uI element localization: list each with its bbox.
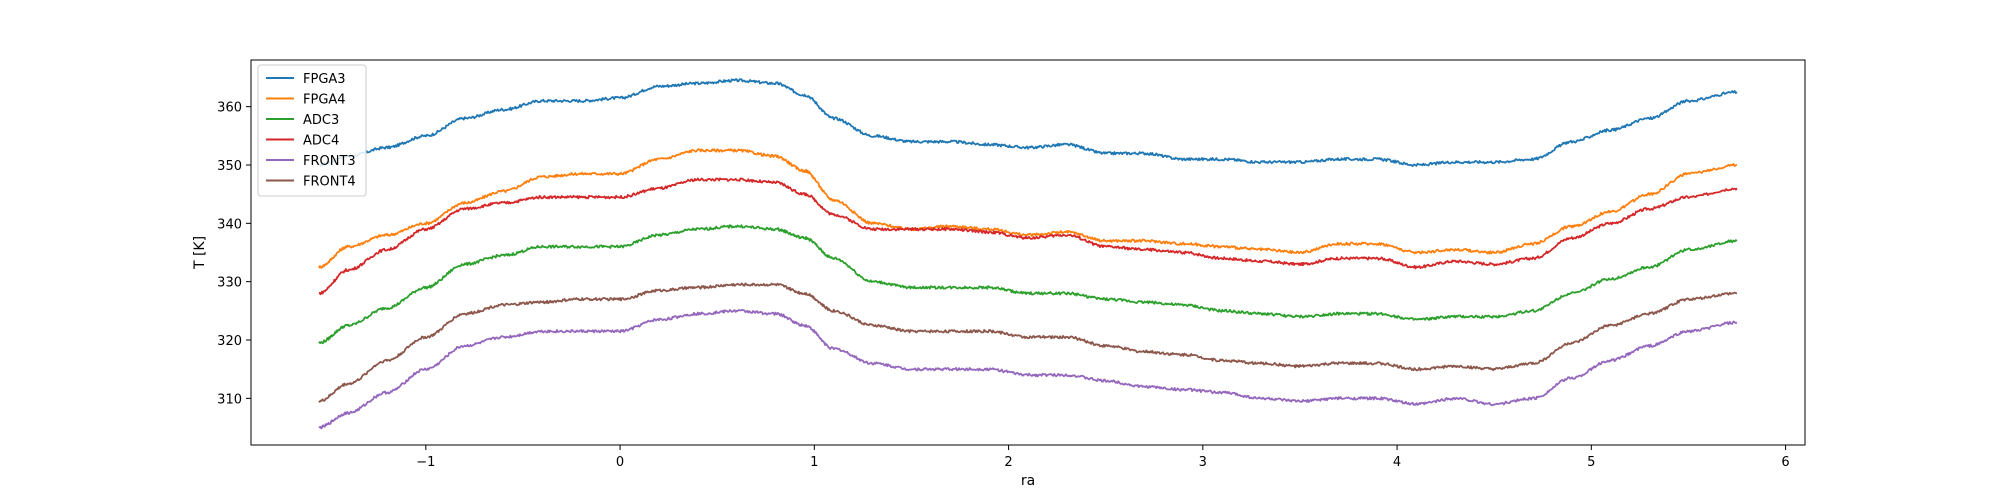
legend-label-front4: FRONT4 bbox=[303, 175, 356, 190]
legend-label-adc4: ADC4 bbox=[303, 134, 339, 149]
y-tick-label: 320 bbox=[217, 334, 242, 349]
series-line-adc3 bbox=[318, 224, 1738, 345]
series-line-adc4 bbox=[318, 177, 1738, 296]
x-axis: −1 0 1 2 3 4 5 6 bbox=[416, 445, 1790, 470]
y-tick-label: 340 bbox=[217, 217, 242, 232]
x-tick-label: 2 bbox=[1004, 455, 1012, 470]
legend-label-fpga3: FPGA3 bbox=[303, 72, 346, 87]
x-tick-label: −1 bbox=[416, 455, 435, 470]
series-line-front4 bbox=[318, 282, 1738, 403]
y-tick-label: 350 bbox=[217, 159, 242, 174]
legend: FPGA3 FPGA4 ADC3 ADC4 FRONT3 FRONT4 bbox=[257, 64, 367, 197]
series-line-front3 bbox=[318, 308, 1738, 430]
series-line-fpga3 bbox=[318, 78, 1738, 168]
x-tick-label: 6 bbox=[1781, 455, 1789, 470]
plot-frame bbox=[250, 59, 1806, 446]
y-tick-label: 330 bbox=[217, 276, 242, 291]
legend-label-front3: FRONT3 bbox=[303, 154, 356, 169]
series-layer bbox=[318, 78, 1738, 430]
y-tick-label: 360 bbox=[217, 101, 242, 116]
x-tick-label: 5 bbox=[1587, 455, 1595, 470]
y-tick-label: 310 bbox=[217, 392, 242, 407]
legend-label-adc3: ADC3 bbox=[303, 113, 339, 128]
x-tick-label: 3 bbox=[1199, 455, 1207, 470]
legend-label-fpga4: FPGA4 bbox=[303, 93, 346, 108]
y-axis: 310 320 330 340 350 360 bbox=[217, 101, 251, 407]
series-line-fpga4 bbox=[318, 148, 1738, 269]
x-axis-label: ra bbox=[1021, 473, 1035, 489]
y-axis-label: T [K] bbox=[192, 236, 208, 270]
x-tick-label: 4 bbox=[1393, 455, 1401, 470]
x-tick-label: 0 bbox=[616, 455, 624, 470]
x-tick-label: 1 bbox=[810, 455, 818, 470]
